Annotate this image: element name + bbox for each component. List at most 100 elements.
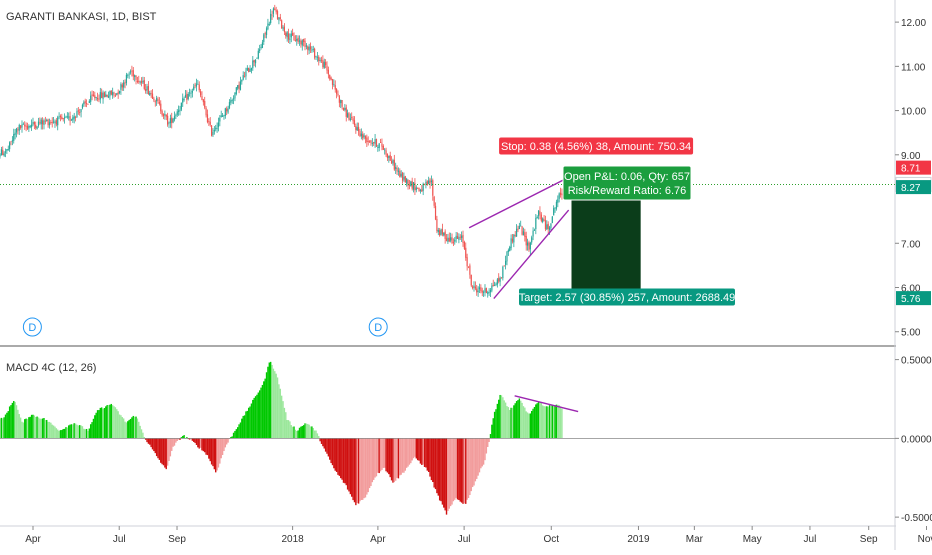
macd-bar (11, 402, 14, 439)
candle-body (410, 181, 412, 187)
candle-body (212, 131, 214, 136)
candle-body (279, 17, 281, 20)
macd-bar (458, 438, 460, 501)
candle-body (407, 179, 409, 186)
candle-body (296, 38, 298, 41)
candle-body (368, 140, 371, 142)
macd-bar (239, 422, 242, 439)
candle-body (165, 114, 167, 117)
macd-bar (471, 438, 474, 488)
candle-body (55, 120, 57, 125)
candle-body (243, 76, 246, 78)
candle-body (150, 93, 152, 95)
candle-body (186, 93, 188, 100)
macd-bar (355, 438, 357, 506)
macd-bar (99, 407, 102, 439)
macd-bar (147, 438, 150, 444)
candle-body (526, 242, 529, 246)
candle-body (123, 82, 125, 88)
candle-body (448, 237, 450, 242)
candle-body (414, 183, 416, 191)
macd-bar (160, 438, 162, 463)
candle-body (184, 94, 187, 98)
macd-bar (290, 425, 292, 439)
candle-body (221, 115, 224, 117)
macd-bar (416, 438, 419, 461)
candle-body (390, 160, 393, 164)
macd-bar (217, 438, 220, 468)
candle-body (125, 74, 128, 83)
macd-bar (164, 438, 166, 468)
candle-body (260, 46, 262, 49)
macd-bar (469, 438, 471, 496)
macd-bar (379, 438, 382, 472)
candle-body (366, 137, 368, 143)
macd-bar (546, 406, 548, 439)
macd-bar (357, 438, 360, 504)
candle-body (167, 115, 169, 125)
macd-bar (198, 438, 200, 449)
macd-bar (513, 405, 515, 439)
candle-body (305, 45, 307, 47)
candle-body (357, 126, 360, 132)
candle-body (480, 287, 482, 291)
macd-bar (429, 438, 431, 477)
candle-body (411, 181, 413, 189)
macd-bar (166, 438, 169, 466)
candle-body (419, 189, 422, 192)
candle-body (338, 96, 340, 103)
macd-bar (548, 405, 551, 439)
candle-body (455, 235, 457, 239)
candle-body (312, 49, 314, 50)
candle-body (20, 125, 22, 129)
macd-bar (411, 438, 413, 461)
candle-body (319, 60, 321, 62)
macd-bar (10, 405, 12, 439)
macd-bar (120, 415, 122, 439)
macd-bar (208, 438, 210, 459)
macd-bar (182, 435, 184, 439)
candle-body (272, 8, 275, 14)
candle-body (386, 154, 389, 159)
macd-histogram (0, 361, 895, 515)
time-tick-label: Sep (168, 534, 186, 545)
candle-body (345, 107, 347, 117)
macd-bar (381, 438, 383, 470)
candle-body (548, 227, 551, 230)
candle-body (161, 111, 163, 116)
macd-bar (177, 438, 180, 440)
macd-bar (8, 406, 11, 439)
candle-body (333, 84, 335, 85)
candle-body (216, 127, 218, 130)
target-label-bg (519, 288, 735, 306)
candle-body (401, 172, 404, 181)
macd-bar (15, 405, 18, 439)
candle-body (182, 98, 184, 103)
macd-bar (13, 401, 15, 439)
macd-bar (69, 424, 71, 439)
candle-body (488, 292, 490, 293)
candle-body (146, 86, 148, 91)
candle-body (417, 187, 419, 189)
macd-bar (17, 409, 19, 439)
macd-bar (242, 415, 244, 439)
candle-body (168, 122, 170, 124)
macd-bar (274, 371, 276, 439)
candle-body (514, 235, 516, 236)
macd-bar (540, 402, 543, 439)
candle-body (0, 155, 1, 157)
wedge-pattern[interactable] (468, 171, 579, 300)
macd-bar (337, 438, 339, 475)
candle-body (421, 189, 423, 192)
macd-bar (293, 426, 295, 439)
macd-bar (238, 424, 240, 439)
macd-bar (510, 407, 512, 439)
candle-body (132, 70, 134, 77)
candle-body (76, 111, 78, 118)
macd-bar (536, 403, 538, 439)
candle-body (164, 113, 166, 116)
candle-body (65, 116, 67, 118)
candle-body (239, 81, 242, 90)
candle-body (415, 187, 417, 190)
